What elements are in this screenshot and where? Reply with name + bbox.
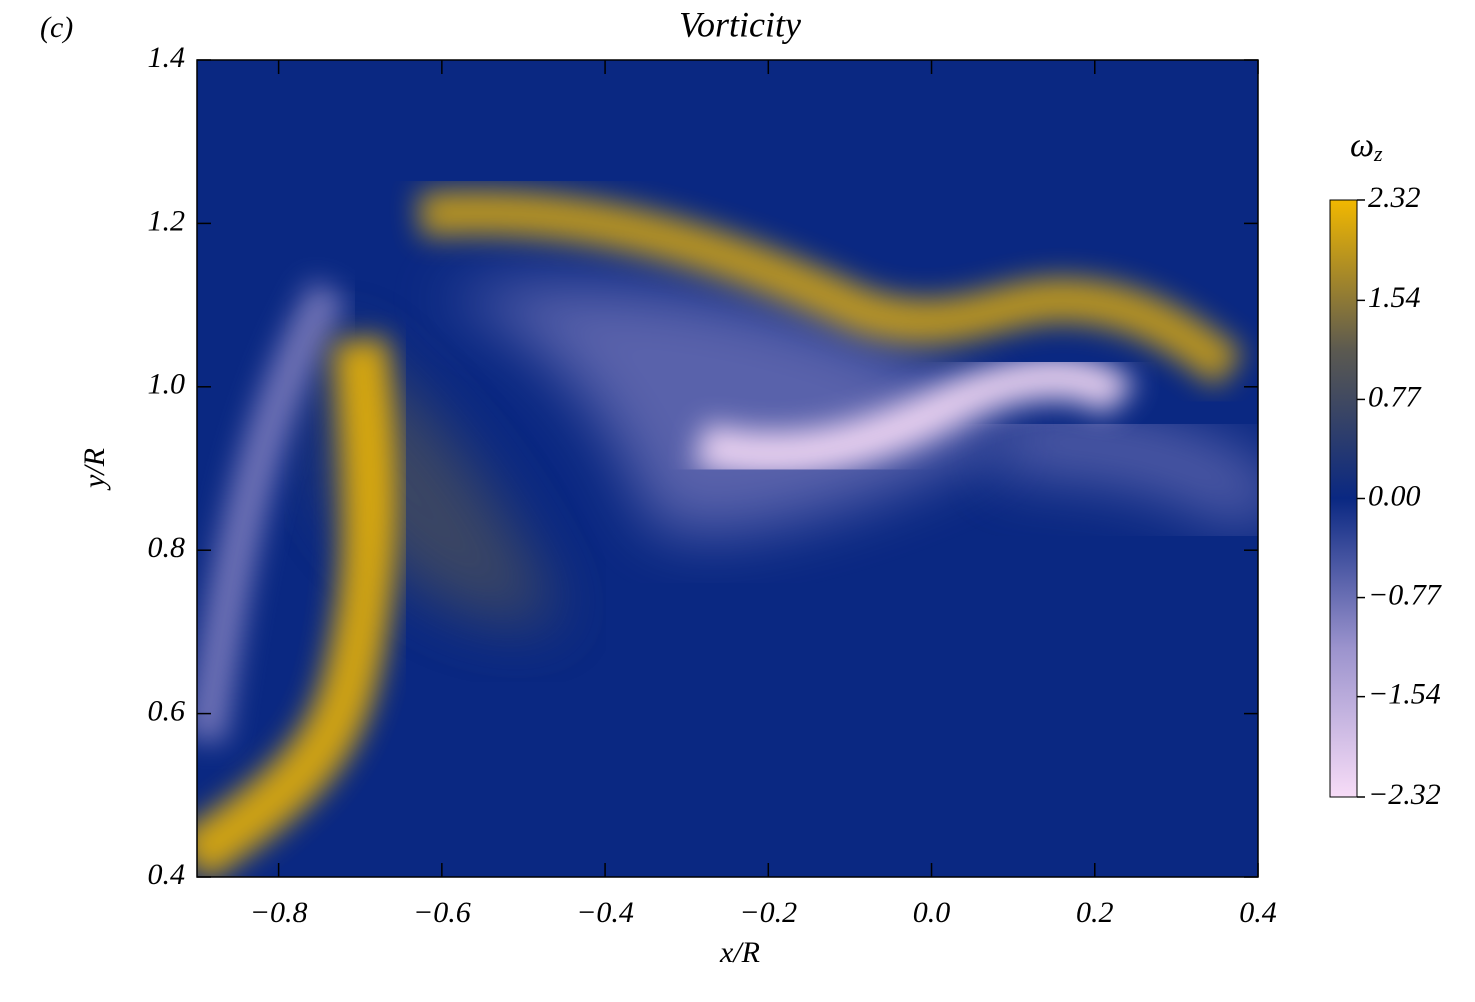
x-tick-label: 0.4 — [1239, 896, 1277, 929]
y-tick-label: 0.4 — [148, 858, 186, 891]
field-band — [197, 337, 398, 877]
x-tick-label: −0.6 — [413, 896, 471, 929]
colorbar — [1329, 199, 1358, 798]
x-tick-label: 0.0 — [913, 896, 951, 929]
field-band — [694, 355, 1136, 477]
colorbar-tick-label: −1.54 — [1368, 678, 1441, 711]
colorbar-tick-label: −0.77 — [1368, 578, 1443, 611]
colorbar-tick-label: 1.54 — [1368, 281, 1421, 314]
heatmap-field — [197, 60, 1258, 877]
field-band — [418, 190, 1245, 388]
colorbar-label-subscript: z — [1373, 141, 1383, 166]
plot-frame — [196, 59, 1259, 878]
colorbar-tick-label: 2.32 — [1368, 181, 1421, 214]
y-tick-label: 1.4 — [148, 41, 186, 74]
y-tick-label: 1.0 — [148, 368, 186, 401]
colorbar-label-symbol: ω — [1350, 127, 1374, 164]
field-band — [197, 280, 348, 744]
y-tick-label: 0.8 — [148, 531, 186, 564]
x-tick-label: −0.8 — [250, 896, 308, 929]
field-region — [430, 283, 1000, 533]
colorbar-label: ωz — [1350, 127, 1383, 166]
chart-title: Vorticity — [679, 4, 801, 44]
x-tick-label: −0.2 — [739, 896, 797, 929]
x-tick-label: −0.4 — [576, 896, 634, 929]
y-tick-label: 1.2 — [148, 204, 186, 237]
y-axis-label: y/R — [78, 448, 111, 491]
colorbar-tick-label: 0.77 — [1368, 380, 1423, 413]
y-tick-label: 0.6 — [148, 694, 186, 727]
x-axis-label: x/R — [719, 936, 760, 969]
colorbar-tick-label: −2.32 — [1368, 778, 1441, 811]
field-band — [999, 405, 1258, 531]
x-tick-label: 0.2 — [1076, 896, 1114, 929]
panel-label: (c) — [40, 11, 73, 44]
colorbar-tick-label: 0.00 — [1368, 479, 1421, 512]
